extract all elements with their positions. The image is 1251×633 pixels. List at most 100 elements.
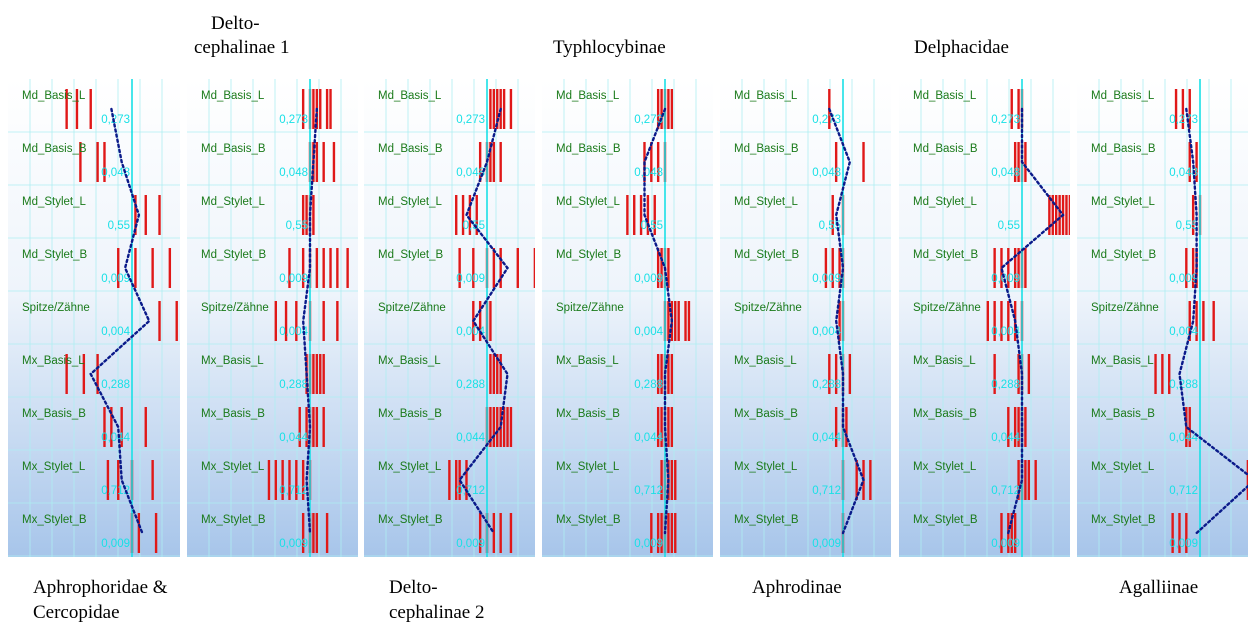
reference-value-label: 0,048 [456,167,485,179]
reference-value-label: 0,273 [991,114,1020,126]
title-delto1-line1: Delto- [211,13,260,34]
profile-line [89,107,151,535]
trait-label: Mx_Stylet_L [913,461,977,473]
profile-line [1000,107,1065,535]
reference-value-label: 0,712 [991,485,1020,497]
trait-label: Md_Stylet_L [201,196,266,208]
reference-value-label: 0,288 [456,379,485,391]
profile-line [1178,107,1248,535]
trait-label: Mx_Basis_B [1091,408,1155,420]
reference-value-label: 0,288 [279,379,308,391]
reference-value-label: 0,55 [108,220,130,232]
trait-label: Md_Basis_B [556,143,621,155]
reference-value-label: 0,009 [1169,273,1198,285]
title-aphrophoridae-line2: Cercopidae [33,602,120,623]
trait-label: Md_Basis_B [378,143,443,155]
reference-value-label: 0,048 [634,167,663,179]
reference-value-label: 0,004 [812,326,841,338]
trait-label: Md_Basis_B [201,143,266,155]
trait-label: Spitze/Zähne [734,302,802,314]
trait-label: Mx_Basis_L [1091,355,1154,367]
trait-label: Mx_Stylet_B [734,514,799,526]
reference-value-label: 0,55 [1176,220,1198,232]
trait-label: Mx_Stylet_B [378,514,443,526]
reference-value-label: 0,55 [998,220,1020,232]
trait-label: Md_Stylet_B [734,249,800,261]
reference-value-label: 0,009 [812,273,841,285]
trait-label: Md_Basis_L [201,90,265,102]
trait-label: Md_Basis_B [913,143,978,155]
profile-panel-agalliinae: Md_Basis_L 0,273 Md_Basis_B 0,048 Md_Stylet_… [1077,79,1248,557]
reference-value-label: 0,048 [812,167,841,179]
reference-value-label: 0,55 [641,220,663,232]
trait-label: Md_Basis_L [913,90,977,102]
trait-label: Spitze/Zähne [556,302,624,314]
profile-line [643,107,674,535]
reference-value-label: 0,044 [812,432,841,444]
trait-label: Mx_Stylet_L [22,461,86,473]
title-aphrophoridae-line1: Aphrophoridae & [33,577,168,598]
profile-line [301,107,319,535]
trait-label: Spitze/Zähne [913,302,981,314]
profile-panel-deltocephalinae-1: Md_Basis_L 0,273 Md_Basis_B 0,048 Md_Stylet_… [187,79,358,557]
title-delto2-line2: cephalinae 2 [389,602,485,623]
reference-value-label: 0,712 [812,485,841,497]
reference-value-label: 0,288 [1169,379,1198,391]
reference-value-label: 0,273 [634,114,663,126]
reference-value-label: 0,273 [812,114,841,126]
trait-label: Mx_Basis_L [22,355,85,367]
profile-panel-aphrophoridae: Md_Basis_L 0,273 Md_Basis_B 0,048 Md_Stylet_… [8,79,180,557]
trait-label: Md_Stylet_B [378,249,444,261]
title-agalliinae: Agalliinae [1119,577,1199,598]
trait-label: Mx_Basis_L [378,355,441,367]
trait-label: Mx_Basis_B [556,408,620,420]
reference-value-label: 0,55 [286,220,308,232]
profile-panel-deltocephalinae-2: Md_Basis_L 0,273 Md_Basis_B 0,048 Md_Stylet_… [364,79,535,557]
trait-label: Mx_Basis_B [913,408,977,420]
profile-panel-typhlocybinae: Md_Basis_L 0,273 Md_Basis_B 0,048 Md_Stylet_… [542,79,713,557]
trait-label: Md_Basis_L [1091,90,1155,102]
title-typhlocybinae: Typhlocybinae [553,37,666,58]
title-delphacidae: Delphacidae [914,37,1009,58]
reference-value-label: 0,004 [1169,326,1198,338]
reference-value-label: 0,273 [279,114,308,126]
reference-value-label: 0,009 [1169,538,1198,550]
trait-label: Md_Stylet_B [1091,249,1157,261]
reference-value-label: 0,288 [101,379,130,391]
trait-label: Md_Stylet_B [913,249,979,261]
trait-label: Mx_Stylet_B [22,514,87,526]
reference-value-label: 0,288 [991,379,1020,391]
trait-label: Spitze/Zähne [1091,302,1159,314]
trait-label: Mx_Basis_L [201,355,264,367]
trait-label: Md_Stylet_L [913,196,978,208]
reference-value-label: 0,288 [634,379,663,391]
trait-label: Md_Basis_L [378,90,442,102]
reference-value-label: 0,712 [101,485,130,497]
trait-label: Md_Stylet_L [1091,196,1156,208]
trait-label: Mx_Basis_L [913,355,976,367]
title-delto1-line2: cephalinae 1 [194,37,290,58]
reference-value-label: 0,009 [279,538,308,550]
trait-label: Mx_Basis_B [378,408,442,420]
trait-label: Mx_Stylet_B [913,514,978,526]
reference-value-label: 0,044 [279,432,308,444]
trait-label: Mx_Basis_L [556,355,619,367]
trait-label: Mx_Basis_B [201,408,265,420]
trait-label: Spitze/Zähne [378,302,446,314]
reference-value-label: 0,044 [1169,432,1198,444]
trait-label: Mx_Stylet_L [378,461,442,473]
reference-value-label: 0,004 [279,326,308,338]
trait-label: Mx_Basis_B [22,408,86,420]
reference-value-label: 0,004 [101,326,130,338]
trait-label: Mx_Stylet_L [734,461,798,473]
reference-value-label: 0,009 [456,273,485,285]
trait-label: Spitze/Zähne [201,302,269,314]
trait-label: Md_Stylet_L [556,196,621,208]
trait-label: Mx_Stylet_B [1091,514,1156,526]
reference-value-label: 0,044 [634,432,663,444]
trait-label: Mx_Stylet_B [556,514,621,526]
trait-label: Spitze/Zähne [22,302,90,314]
trait-label: Md_Basis_B [1091,143,1156,155]
reference-value-label: 0,009 [991,538,1020,550]
trait-label: Md_Basis_B [22,143,87,155]
